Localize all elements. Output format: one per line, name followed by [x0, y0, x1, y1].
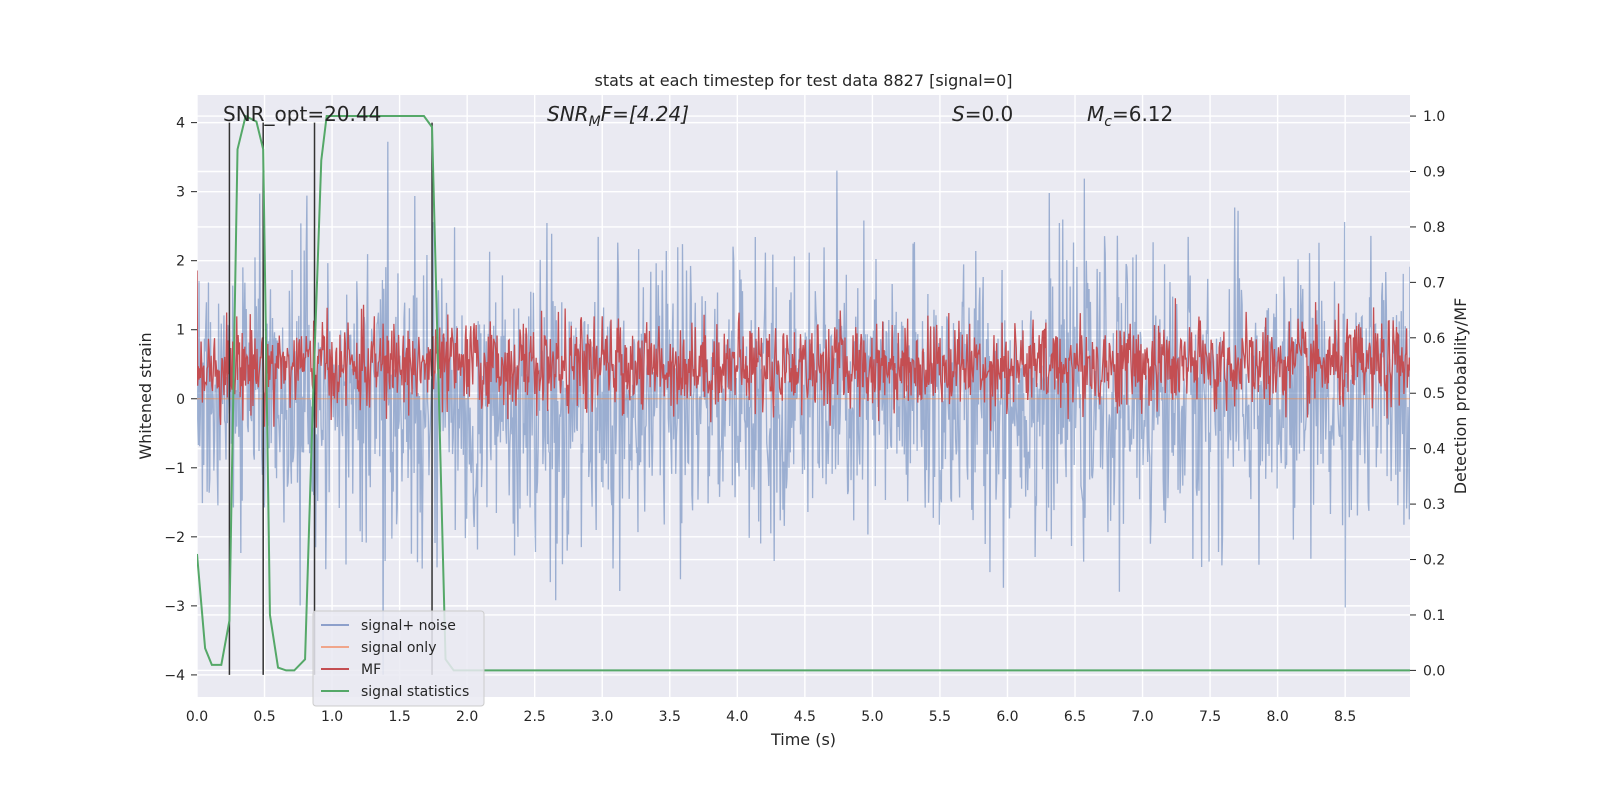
x-axis-label: Time (s)	[770, 730, 836, 749]
annotation-s-symbol: S	[952, 102, 965, 126]
y-axis-ticks: −4 −3 −2 −1 0 1 2 3 4	[164, 116, 197, 684]
series-signal-noise	[197, 141, 1410, 675]
y-right-tick-label-6: 0.6	[1423, 331, 1445, 347]
x-tick-label-8: 4.0	[726, 709, 748, 725]
y-right-axis-label: Detection probability/MF	[1451, 298, 1470, 495]
legend-label-0: signal+ noise	[361, 618, 456, 634]
legend: signal+ noise signal only MF signal statist…	[312, 610, 485, 707]
y-right-tick-label-5: 0.5	[1423, 386, 1445, 402]
y-right-tick-label-8: 0.8	[1423, 220, 1445, 236]
annotation-snr-opt: SNR_opt=20.44	[223, 102, 381, 126]
x-tick-label-13: 6.5	[1064, 709, 1086, 725]
line-mf	[197, 270, 1410, 431]
x-tick-label-1: 0.5	[253, 709, 275, 725]
x-tick-label-5: 2.5	[524, 709, 546, 725]
x-tick-label-6: 3.0	[591, 709, 613, 725]
x-tick-label-0: 0.0	[186, 709, 208, 725]
y-right-tick-label-7: 0.7	[1423, 275, 1445, 291]
series-mf	[197, 270, 1410, 431]
y-right-tick-label-2: 0.2	[1423, 553, 1445, 569]
y-tick-label-0: −4	[164, 668, 185, 684]
x-tick-label-4: 2.0	[456, 709, 478, 725]
chart-title: stats at each timestep for test data 882…	[594, 71, 1012, 90]
y-right-tick-label-3: 0.3	[1423, 497, 1445, 513]
y-tick-label-1: −3	[164, 599, 185, 615]
x-tick-label-2: 1.0	[321, 709, 343, 725]
x-tick-label-14: 7.0	[1131, 709, 1153, 725]
annotation-snr-mf-symbol: SNR	[547, 102, 589, 126]
y-right-tick-label-10: 1.0	[1423, 109, 1445, 125]
y-tick-label-2: −2	[164, 530, 185, 546]
y-right-axis-ticks: 0.0 0.1 0.2 0.3 0.4 0.5 0.6 0.7 0.8 0.9 1.0	[1410, 109, 1445, 679]
annotation-s: S=0.0	[952, 102, 1013, 126]
legend-label-1: signal only	[361, 640, 436, 656]
y-tick-label-3: −1	[164, 461, 185, 477]
y-right-tick-label-9: 0.9	[1423, 164, 1445, 180]
y-tick-label-6: 2	[176, 254, 185, 270]
x-tick-label-11: 5.5	[929, 709, 951, 725]
legend-label-3: signal statistics	[361, 684, 469, 700]
legend-label-2: MF	[361, 662, 381, 678]
y-right-tick-label-4: 0.4	[1423, 442, 1445, 458]
series-signal-statistics	[197, 114, 1410, 672]
annotation-snr-mf-subscript: M	[589, 114, 601, 130]
annotation-mc-subscript: c	[1104, 114, 1112, 130]
y-right-tick-label-0: 0.0	[1423, 663, 1445, 679]
annotation-s-value: =0.0	[965, 102, 1014, 126]
y-tick-label-5: 1	[176, 323, 185, 339]
y-tick-label-4: 0	[176, 392, 185, 408]
x-tick-label-16: 8.0	[1266, 709, 1288, 725]
y-tick-label-7: 3	[176, 185, 185, 201]
x-tick-label-17: 8.5	[1334, 709, 1356, 725]
x-tick-label-3: 1.5	[388, 709, 410, 725]
y-axis-label: Whitened strain	[136, 332, 155, 459]
annotation-mc: Mc=6.12	[1087, 102, 1173, 130]
annotation-snr-mf-value: F=[4.24]	[601, 102, 689, 126]
x-axis-ticks: 0.0 0.5 1.0 1.5 2.0 2.5 3.0 3.5 4.0 4.5 5.0 5.5 6.0 6…	[186, 709, 1356, 725]
legend-box	[312, 610, 485, 707]
annotation-snr-mf: SNRMF=[4.24]	[547, 102, 689, 130]
line-signal-statistics	[197, 114, 1410, 672]
x-tick-label-10: 5.0	[861, 709, 883, 725]
y-right-tick-label-1: 0.1	[1423, 608, 1445, 624]
x-tick-label-9: 4.5	[794, 709, 816, 725]
annotation-mc-value: =6.12	[1112, 102, 1173, 126]
x-tick-label-7: 3.5	[659, 709, 681, 725]
annotation-mc-symbol: M	[1087, 102, 1104, 126]
x-tick-label-15: 7.5	[1199, 709, 1221, 725]
line-signal-noise	[197, 141, 1410, 675]
y-tick-label-8: 4	[176, 116, 185, 132]
x-tick-label-12: 6.0	[996, 709, 1018, 725]
